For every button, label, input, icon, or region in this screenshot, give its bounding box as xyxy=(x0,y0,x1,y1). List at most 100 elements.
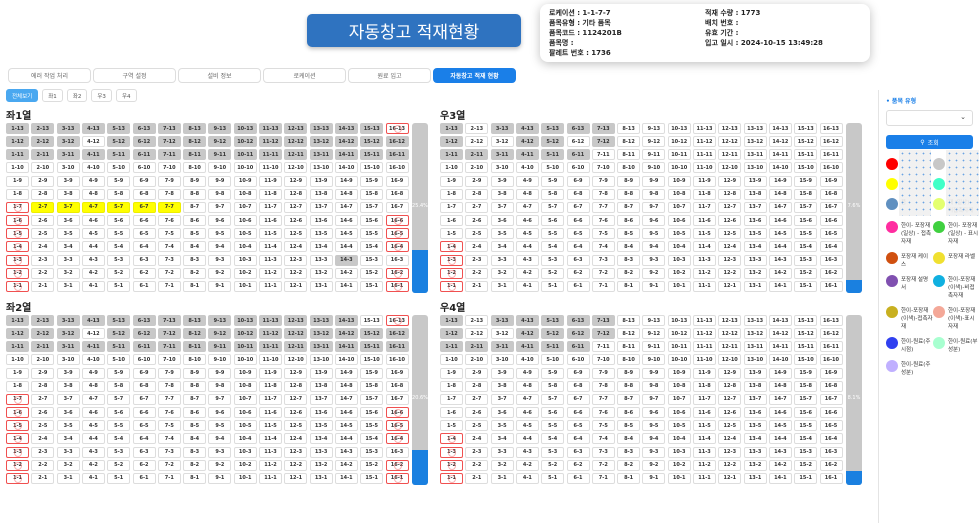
location-cell[interactable]: 11-3 xyxy=(693,446,716,458)
location-cell[interactable]: 15-13 xyxy=(794,315,818,326)
location-cell[interactable]: 16-3 xyxy=(819,254,843,266)
location-cell[interactable]: 11-9 xyxy=(259,367,282,379)
location-cell[interactable]: 14-7 xyxy=(768,201,792,213)
legend-item[interactable]: 포장재 설명서 xyxy=(886,275,933,300)
location-cell[interactable]: 6-11 xyxy=(132,149,156,161)
location-cell[interactable]: 7-3 xyxy=(157,446,181,458)
location-cell[interactable]: 16-10 xyxy=(819,354,843,366)
location-cell[interactable]: 14-5 xyxy=(334,420,358,432)
location-cell[interactable]: 7-13 xyxy=(591,123,615,134)
legend-item[interactable]: 한이- 포장재 (일상) - 접촉자재 xyxy=(886,221,933,246)
location-cell[interactable]: 8-11 xyxy=(617,341,641,353)
location-cell[interactable]: 1-5 xyxy=(6,228,29,240)
location-cell[interactable]: 9-5 xyxy=(208,420,232,432)
location-cell[interactable]: 6-11 xyxy=(132,341,156,353)
location-cell[interactable]: 5-6 xyxy=(107,407,131,419)
location-cell[interactable]: 6-7 xyxy=(132,393,156,405)
location-cell[interactable]: 2-2 xyxy=(31,267,55,279)
subtab-2[interactable]: 좌2 xyxy=(66,89,88,102)
location-cell[interactable]: 6-3 xyxy=(566,446,590,458)
location-cell[interactable]: 15-6 xyxy=(794,407,818,419)
location-cell[interactable]: 4-8 xyxy=(81,188,105,200)
location-cell[interactable]: 1-9 xyxy=(440,367,463,379)
location-cell[interactable]: 7-3 xyxy=(157,254,181,266)
location-cell[interactable]: 8-9 xyxy=(617,367,641,379)
location-cell[interactable]: 10-11 xyxy=(233,149,257,161)
location-cell[interactable]: 15-5 xyxy=(360,228,384,240)
location-cell[interactable]: 12-13 xyxy=(718,123,742,134)
location-cell[interactable]: 1-5 xyxy=(440,228,463,240)
location-cell[interactable]: 3-4 xyxy=(490,433,514,445)
location-cell[interactable]: 7-11 xyxy=(157,341,181,353)
location-cell[interactable]: 14-2 xyxy=(768,267,792,279)
location-cell[interactable]: 1-2 xyxy=(6,267,29,279)
location-cell[interactable]: 6-12 xyxy=(132,328,156,340)
location-cell[interactable]: 14-5 xyxy=(768,228,792,240)
location-cell[interactable]: 2-1 xyxy=(31,472,55,484)
location-cell[interactable]: 12-3 xyxy=(284,446,308,458)
location-cell[interactable]: 3-5 xyxy=(56,228,80,240)
location-cell[interactable]: 1-4 xyxy=(440,241,463,253)
location-cell[interactable]: 4-12 xyxy=(515,328,539,340)
location-cell[interactable]: 14-13 xyxy=(334,315,358,326)
location-cell[interactable]: 11-11 xyxy=(259,341,282,353)
location-cell[interactable]: 1-10 xyxy=(6,162,29,174)
location-cell[interactable]: 6-6 xyxy=(132,407,156,419)
location-cell[interactable]: 10-4 xyxy=(667,241,691,253)
location-cell[interactable]: 3-3 xyxy=(56,446,80,458)
location-cell[interactable]: 5-8 xyxy=(107,188,131,200)
location-cell[interactable]: 8-13 xyxy=(617,123,641,134)
location-cell[interactable]: 7-2 xyxy=(591,459,615,471)
location-cell[interactable]: 12-3 xyxy=(718,254,742,266)
location-cell[interactable]: 8-1 xyxy=(617,280,641,292)
location-cell[interactable]: 14-11 xyxy=(768,341,792,353)
location-cell[interactable]: 7-5 xyxy=(157,228,181,240)
location-cell[interactable]: 10-4 xyxy=(233,241,257,253)
location-cell[interactable]: 16-3 xyxy=(385,254,409,266)
location-cell[interactable]: 6-9 xyxy=(132,175,156,187)
location-cell[interactable]: 12-13 xyxy=(284,315,308,326)
location-cell[interactable]: 6-6 xyxy=(566,407,590,419)
location-cell[interactable]: 11-13 xyxy=(693,123,716,134)
location-cell[interactable]: 6-13 xyxy=(132,315,156,326)
location-cell[interactable]: 13-5 xyxy=(309,228,333,240)
location-cell[interactable]: 13-4 xyxy=(309,433,333,445)
location-cell[interactable]: 16-6 xyxy=(385,215,409,227)
location-cell[interactable]: 10-1 xyxy=(233,472,257,484)
location-cell[interactable]: 2-4 xyxy=(465,241,489,253)
location-cell[interactable]: 16-11 xyxy=(819,341,843,353)
location-cell[interactable]: 9-9 xyxy=(642,175,666,187)
location-cell[interactable]: 3-3 xyxy=(490,254,514,266)
location-cell[interactable]: 2-9 xyxy=(31,367,55,379)
location-cell[interactable]: 2-5 xyxy=(465,228,489,240)
location-cell[interactable]: 3-10 xyxy=(56,162,80,174)
location-cell[interactable]: 12-8 xyxy=(718,188,742,200)
location-cell[interactable]: 5-5 xyxy=(541,420,565,432)
location-cell[interactable]: 6-9 xyxy=(566,175,590,187)
location-cell[interactable]: 16-3 xyxy=(385,446,409,458)
location-cell[interactable]: 16-9 xyxy=(385,175,409,187)
subtab-1[interactable]: 좌1 xyxy=(42,89,63,102)
location-cell[interactable]: 4-7 xyxy=(515,393,539,405)
location-cell[interactable]: 15-2 xyxy=(360,459,384,471)
location-cell[interactable]: 15-13 xyxy=(360,315,384,326)
location-cell[interactable]: 9-6 xyxy=(208,215,232,227)
location-cell[interactable]: 8-6 xyxy=(183,215,207,227)
location-cell[interactable]: 15-8 xyxy=(360,380,384,392)
location-cell[interactable]: 16-13 xyxy=(385,123,409,134)
location-cell[interactable]: 14-8 xyxy=(334,380,358,392)
legend-item[interactable]: 포장재 라벨 xyxy=(933,252,979,269)
location-cell[interactable]: 8-1 xyxy=(183,472,207,484)
location-cell[interactable]: 8-9 xyxy=(183,367,207,379)
location-cell[interactable]: 11-13 xyxy=(259,123,282,134)
location-cell[interactable]: 9-6 xyxy=(208,407,232,419)
location-cell[interactable]: 11-3 xyxy=(259,254,282,266)
subtab-4[interactable]: 우4 xyxy=(115,89,137,102)
location-cell[interactable]: 16-5 xyxy=(385,420,409,432)
location-cell[interactable]: 5-4 xyxy=(107,433,131,445)
location-cell[interactable]: 8-6 xyxy=(183,407,207,419)
location-cell[interactable]: 13-6 xyxy=(743,407,767,419)
location-cell[interactable]: 8-11 xyxy=(183,149,207,161)
location-cell[interactable]: 6-4 xyxy=(132,433,156,445)
location-cell[interactable]: 10-12 xyxy=(233,328,257,340)
